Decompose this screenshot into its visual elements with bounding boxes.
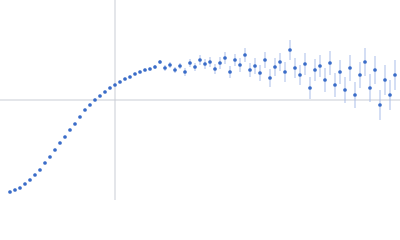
point (103, 90, 107, 94)
point (308, 86, 312, 90)
point (353, 93, 357, 97)
chart (0, 0, 400, 200)
point (173, 68, 177, 72)
point (198, 58, 202, 62)
point (303, 62, 307, 66)
point (283, 70, 287, 74)
point (253, 64, 257, 68)
point (348, 66, 352, 70)
point (213, 67, 217, 71)
point (208, 60, 212, 64)
point (78, 115, 82, 119)
point (233, 58, 237, 62)
point (28, 178, 32, 182)
point (278, 60, 282, 64)
point (83, 108, 87, 112)
point (108, 86, 112, 90)
point (183, 70, 187, 74)
point (48, 155, 52, 159)
point (98, 94, 102, 98)
point (273, 65, 277, 69)
point (43, 161, 47, 165)
point (338, 70, 342, 74)
point (203, 62, 207, 66)
point (118, 80, 122, 84)
point (268, 76, 272, 80)
point (358, 73, 362, 77)
point (248, 68, 252, 72)
point (193, 65, 197, 69)
point (218, 61, 222, 65)
point (128, 75, 132, 79)
point (88, 103, 92, 107)
point (53, 148, 57, 152)
point (63, 135, 67, 139)
point (33, 173, 37, 177)
point (178, 64, 182, 68)
point (243, 53, 247, 57)
point (363, 60, 367, 64)
point (123, 77, 127, 81)
point (163, 66, 167, 70)
point (313, 68, 317, 72)
point (188, 61, 192, 65)
point (388, 93, 392, 97)
point (263, 58, 267, 62)
point (288, 48, 292, 52)
point (228, 70, 232, 74)
point (223, 56, 227, 60)
point (328, 61, 332, 65)
point (258, 71, 262, 75)
point (293, 66, 297, 70)
point (383, 78, 387, 82)
point (113, 83, 117, 87)
point (93, 98, 97, 102)
point (18, 186, 22, 190)
point (8, 190, 12, 194)
point (238, 63, 242, 67)
point (133, 72, 137, 76)
point (13, 188, 17, 192)
point (333, 83, 337, 87)
point (58, 141, 62, 145)
point (148, 67, 152, 71)
point (168, 63, 172, 67)
point (143, 68, 147, 72)
point (393, 73, 397, 77)
point (153, 65, 157, 69)
point (378, 103, 382, 107)
point (318, 64, 322, 68)
point (23, 182, 27, 186)
point (68, 128, 72, 132)
point (138, 70, 142, 74)
point (73, 122, 77, 126)
point (298, 73, 302, 77)
point (368, 86, 372, 90)
point (373, 68, 377, 72)
point (158, 60, 162, 64)
point (343, 88, 347, 92)
point (38, 168, 42, 172)
point (323, 78, 327, 82)
